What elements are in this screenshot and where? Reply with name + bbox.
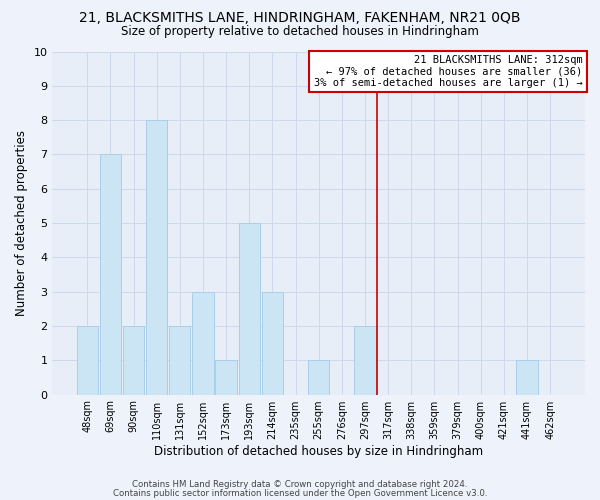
Bar [123, 326, 144, 394]
Bar [215, 360, 237, 394]
X-axis label: Distribution of detached houses by size in Hindringham: Distribution of detached houses by size … [154, 444, 483, 458]
Text: Contains public sector information licensed under the Open Government Licence v3: Contains public sector information licen… [113, 488, 487, 498]
Text: 21, BLACKSMITHS LANE, HINDRINGHAM, FAKENHAM, NR21 0QB: 21, BLACKSMITHS LANE, HINDRINGHAM, FAKEN… [79, 11, 521, 25]
Bar [355, 326, 376, 394]
Text: 21 BLACKSMITHS LANE: 312sqm
← 97% of detached houses are smaller (36)
3% of semi: 21 BLACKSMITHS LANE: 312sqm ← 97% of det… [314, 55, 583, 88]
Bar [193, 292, 214, 395]
Y-axis label: Number of detached properties: Number of detached properties [15, 130, 28, 316]
Bar [517, 360, 538, 394]
Bar [100, 154, 121, 394]
Text: Contains HM Land Registry data © Crown copyright and database right 2024.: Contains HM Land Registry data © Crown c… [132, 480, 468, 489]
Bar [146, 120, 167, 394]
Bar [169, 326, 190, 394]
Bar [308, 360, 329, 394]
Bar [239, 223, 260, 394]
Text: Size of property relative to detached houses in Hindringham: Size of property relative to detached ho… [121, 25, 479, 38]
Bar [262, 292, 283, 395]
Bar [77, 326, 98, 394]
